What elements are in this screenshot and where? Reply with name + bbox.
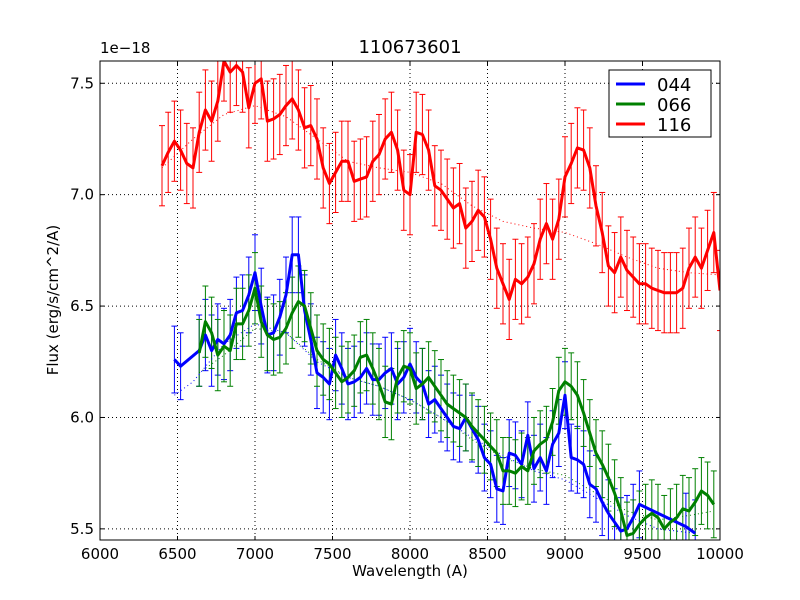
legend-label-066: 066 [657,95,691,116]
x-tick-label: 7000 [236,545,274,563]
x-tick-label: 10000 [696,545,744,563]
series-line-066 [197,286,716,537]
chart-title: 110673601 [358,37,461,58]
y-tick-labels: 5.5 6.0 6.5 7.0 7.5 [70,74,94,538]
y-axis-label: Flux (erg/s/cm^2/A) [44,225,62,376]
x-axis-label: Wavelength (A) [352,562,468,580]
x-tick-label: 6500 [158,545,196,563]
y-tick-label: 7.0 [70,186,94,204]
legend-label-044: 044 [657,75,691,96]
x-tick-label: 6000 [81,545,119,563]
legend-label-116: 116 [657,115,691,136]
series-line-116 [160,61,720,301]
x-tick-label: 9000 [546,545,584,563]
y-offset-label: 1e−18 [100,39,150,57]
x-tick-label: 9500 [623,545,661,563]
y-tick-label: 7.5 [70,74,94,92]
x-tick-label: 7500 [313,545,351,563]
x-tick-label: 8500 [468,545,506,563]
y-tick-label: 6.5 [70,297,94,315]
x-tick-labels: 6000 6500 7000 7500 8000 8500 9000 9500 10000 [81,545,744,563]
series-line-044 [173,253,697,535]
y-tick-label: 5.5 [70,520,94,538]
y-tick-label: 6.0 [70,408,94,426]
series-lines [160,61,720,537]
axis-ticks [99,61,721,540]
x-tick-label: 8000 [391,545,429,563]
